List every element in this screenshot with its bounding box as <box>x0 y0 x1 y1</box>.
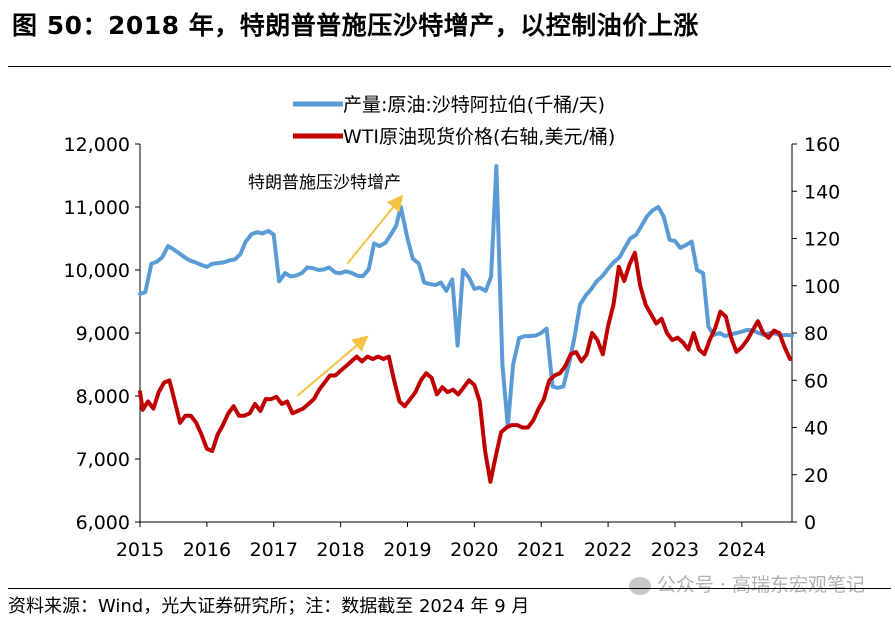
annotation-arrow <box>296 335 369 397</box>
right-tick-label: 140 <box>804 181 840 203</box>
x-axis: 2015 2016 2017 2018 2019 2020 2021 2022 2023 2024 <box>116 522 766 561</box>
source-note: 资料来源：Wind，光大证券研究所；注：数据截至 2024 年 9 月 <box>8 596 530 617</box>
left-tick-label: 9,000 <box>76 323 130 345</box>
legend: 产量:原油:沙特阿拉伯(千桶/天) WTI原油现货价格(右轴,美元/桶) <box>293 94 615 148</box>
right-tick-label: 0 <box>804 512 816 534</box>
left-tick-label: 10,000 <box>64 260 130 282</box>
series-line-wti-price <box>138 250 792 484</box>
x-tick-label: 2016 <box>183 539 231 561</box>
x-tick-label: 2021 <box>517 539 565 561</box>
x-tick-label: 2024 <box>718 539 766 561</box>
x-tick-label: 2017 <box>250 539 298 561</box>
annotation-arrow <box>346 194 404 265</box>
legend-label: WTI原油现货价格(右轴,美元/桶) <box>343 126 615 148</box>
right-tick-label: 100 <box>804 276 840 298</box>
x-tick-label: 2020 <box>450 539 498 561</box>
annotation-text: 特朗普施压沙特增产 <box>248 173 401 193</box>
left-tick-label: 11,000 <box>64 197 130 219</box>
right-y-axis: 0 20 40 60 80 100 120 140 160 <box>792 134 840 534</box>
right-tick-label: 120 <box>804 229 840 251</box>
x-tick-label: 2022 <box>584 539 632 561</box>
left-tick-label: 7,000 <box>76 449 130 471</box>
x-tick-label: 2018 <box>316 539 364 561</box>
left-tick-label: 8,000 <box>76 386 130 408</box>
series-layer <box>138 164 794 484</box>
x-tick-label: 2019 <box>383 539 431 561</box>
right-tick-label: 40 <box>804 418 828 440</box>
left-tick-label: 6,000 <box>76 512 130 534</box>
left-y-axis: 6,000 7,000 8,000 9,000 10,000 11,000 12,000 <box>64 134 140 534</box>
left-tick-label: 12,000 <box>64 134 130 156</box>
wechat-icon <box>628 576 651 595</box>
legend-label: 产量:原油:沙特阿拉伯(千桶/天) <box>343 94 605 116</box>
right-tick-label: 80 <box>804 323 828 345</box>
right-tick-label: 60 <box>804 370 828 392</box>
right-tick-label: 160 <box>804 134 840 156</box>
annotation-layer: 特朗普施压沙特增产 <box>248 173 401 193</box>
annotation-arrows <box>296 194 404 397</box>
figure-title: 图 50：2018 年，特朗普普施压沙特增产，以控制油价上涨 <box>12 11 699 40</box>
watermark-text: 公众号 · 高瑞东宏观笔记 <box>656 574 865 596</box>
footer-rule <box>8 588 891 589</box>
series-line-saudi-production <box>138 164 794 429</box>
x-tick-label: 2023 <box>651 539 699 561</box>
x-tick-label: 2015 <box>116 539 164 561</box>
title-rule <box>8 66 891 67</box>
right-tick-label: 20 <box>804 465 828 487</box>
watermark: 公众号 · 高瑞东宏观笔记 <box>628 570 865 597</box>
